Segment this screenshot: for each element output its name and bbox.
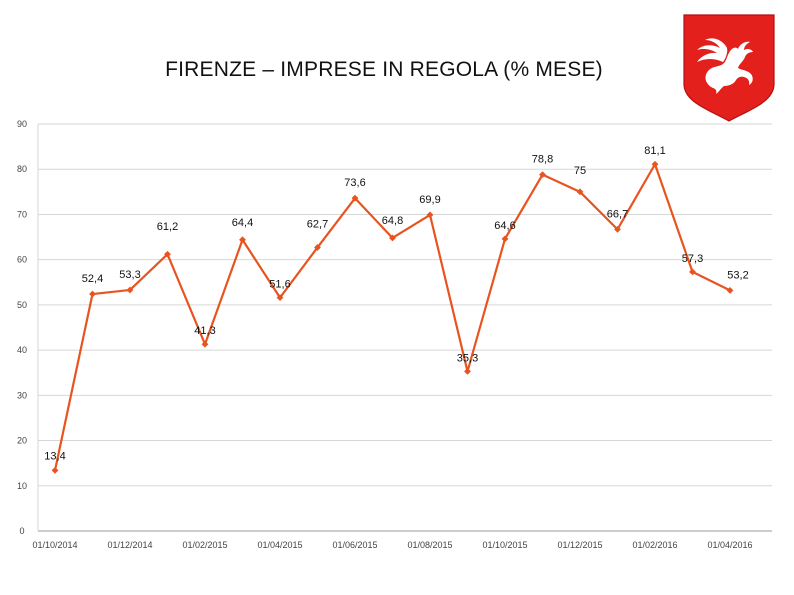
data-point — [576, 188, 584, 196]
x-tick-label: 01/12/2015 — [557, 540, 602, 550]
data-point — [239, 236, 246, 244]
data-label: 52,4 — [82, 273, 103, 285]
data-label: 64,4 — [232, 217, 253, 229]
x-tick-label: 01/02/2015 — [182, 540, 227, 550]
y-tick-label: 70 — [17, 209, 27, 219]
data-point — [126, 286, 134, 294]
series-layer — [51, 160, 734, 474]
data-label: 66,7 — [607, 208, 628, 220]
data-point — [164, 250, 171, 258]
y-tick-label: 40 — [17, 345, 27, 355]
y-tick-label: 80 — [17, 164, 27, 174]
data-label: 51,6 — [269, 279, 290, 291]
data-label: 53,2 — [727, 269, 748, 281]
data-point — [201, 340, 209, 348]
x-tick-label: 01/04/2015 — [257, 540, 302, 550]
x-tick-label: 01/04/2016 — [707, 540, 752, 550]
data-point — [314, 244, 321, 251]
x-tick-label: 01/10/2014 — [32, 540, 77, 550]
data-label: 35,3 — [457, 352, 478, 364]
x-tick-label: 01/02/2016 — [632, 540, 677, 550]
data-label: 73,6 — [344, 177, 365, 189]
y-tick-label: 20 — [17, 436, 27, 446]
chart-title-text: FIRENZE – IMPRESE IN REGOLA (% MESE) — [165, 58, 603, 81]
data-point — [726, 287, 734, 294]
data-point — [539, 171, 546, 179]
data-point — [614, 225, 621, 233]
data-label: 69,9 — [419, 194, 440, 206]
data-point — [464, 367, 471, 375]
axes: 0 10 20 30 40 50 60 70 80 90 01/10/2014 01/12/2014 0… — [17, 119, 753, 550]
y-tick-label: 60 — [17, 255, 27, 265]
data-label: 64,8 — [382, 215, 403, 227]
data-label: 13,4 — [44, 450, 65, 462]
data-point — [426, 211, 434, 219]
data-point — [51, 467, 59, 474]
x-tick-label: 01/12/2014 — [107, 540, 152, 550]
data-point — [651, 160, 659, 168]
y-tick-label: 50 — [17, 300, 27, 310]
y-tick-label: 30 — [17, 390, 27, 400]
data-label: 41,3 — [194, 325, 215, 337]
x-tick-label: 01/06/2015 — [332, 540, 377, 550]
data-label: 53,3 — [119, 269, 140, 281]
data-label: 61,2 — [157, 221, 178, 233]
series-line — [53, 163, 731, 471]
data-point — [89, 290, 96, 298]
pegasus-wing — [697, 38, 728, 62]
data-point — [351, 194, 359, 202]
x-tick-label: 01/10/2015 — [482, 540, 527, 550]
data-point — [501, 235, 509, 243]
data-label: 78,8 — [532, 154, 553, 166]
pegasus-icon — [705, 41, 753, 94]
data-label: 64,6 — [494, 220, 515, 232]
data-label: 62,7 — [307, 218, 328, 230]
data-label: 81,1 — [644, 145, 665, 157]
regione-toscana-pegasus-logo — [683, 14, 775, 122]
data-point — [389, 234, 396, 242]
y-tick-label: 0 — [19, 526, 24, 536]
data-point — [276, 294, 284, 302]
chart-title: FIRENZE – IMPRESE IN REGOLA (% MESE) — [0, 58, 794, 82]
y-tick-label: 10 — [17, 481, 27, 491]
data-label: 75 — [574, 165, 586, 177]
data-point — [689, 268, 696, 276]
data-labels: 13,4 52,4 53,3 61,2 41,3 64,4 51,6 62,7 73,6 64,8… — [44, 145, 748, 462]
y-tick-label: 90 — [17, 119, 27, 129]
x-tick-label: 01/08/2015 — [407, 540, 452, 550]
data-label: 57,3 — [682, 253, 703, 265]
